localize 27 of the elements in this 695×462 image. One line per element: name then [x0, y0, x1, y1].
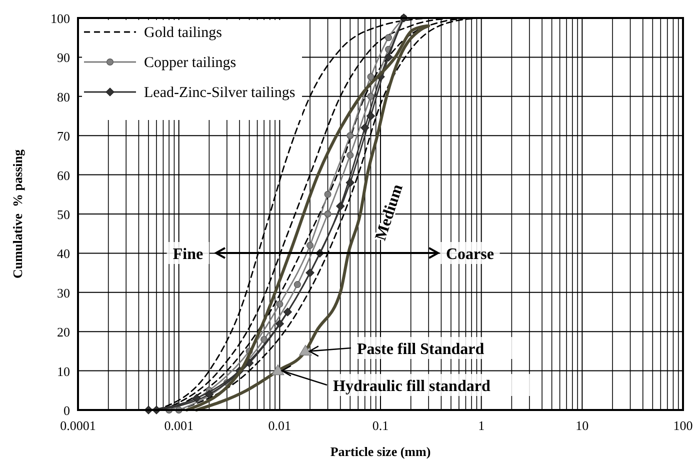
y-tick-label: 60: [57, 168, 70, 183]
legend-label: Lead-Zinc-Silver tailings: [144, 85, 296, 101]
x-tick-label: 10: [576, 418, 589, 433]
y-tick-label: 100: [50, 11, 70, 26]
y-tick-label: 30: [57, 285, 70, 300]
legend-label: Gold tailings: [144, 25, 222, 41]
annotation: Coarse: [446, 246, 494, 263]
legend-label: Copper tailings: [144, 55, 236, 71]
y-axis-title: Cumulative % passing: [10, 149, 25, 278]
x-tick-label: 1: [478, 418, 485, 433]
y-tick-label: 80: [57, 89, 70, 104]
annotation: Fine: [172, 246, 204, 263]
y-tick-label: 10: [57, 364, 70, 379]
y-tick-label: 0: [64, 403, 70, 418]
x-tick-label: 100: [673, 418, 693, 433]
x-tick-label: 0.01: [268, 418, 292, 433]
y-tick-label: 50: [57, 207, 70, 222]
annotation: Paste fill Standard: [357, 341, 484, 358]
y-tick-label: 20: [57, 324, 70, 340]
y-tick-label: 90: [57, 50, 70, 66]
y-tick-label: 70: [57, 128, 70, 144]
y-tick-label: 40: [57, 246, 70, 262]
x-tick-label: 0.0001: [60, 418, 96, 433]
x-tick-label: 0.1: [372, 418, 389, 433]
x-tick-label: 0.001: [164, 418, 194, 433]
annotation: Hydraulic fill standard: [333, 378, 490, 395]
x-axis-title: Particle size (mm): [330, 444, 431, 459]
